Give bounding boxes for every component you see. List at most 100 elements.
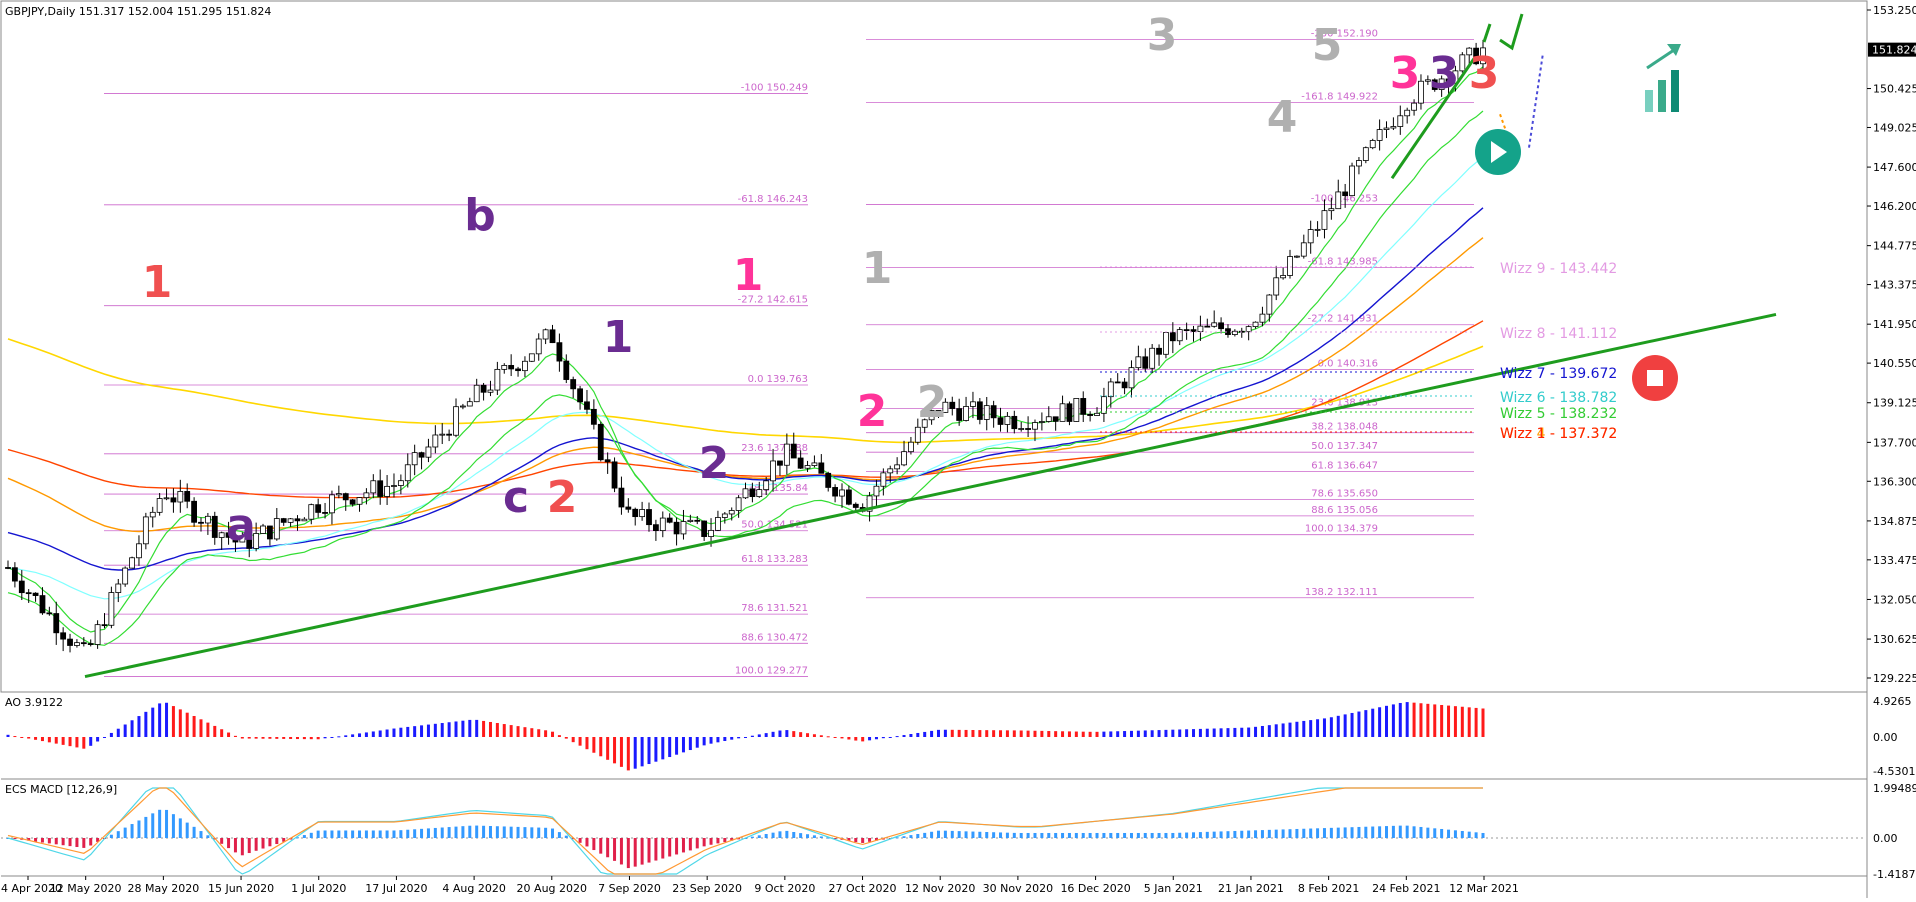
ao-bar xyxy=(1378,707,1382,737)
macd-bar xyxy=(992,832,996,838)
candle-body xyxy=(1073,398,1080,422)
ao-bar xyxy=(1192,729,1196,737)
ao-bar xyxy=(1453,706,1457,737)
macd-bar xyxy=(54,838,58,845)
ao-bar xyxy=(47,737,51,743)
fib-right-label: 23.6 138.913 xyxy=(1311,398,1378,409)
macd-bar xyxy=(1474,832,1478,838)
candle-body xyxy=(949,401,956,409)
macd-bar xyxy=(406,829,410,838)
macd-bar xyxy=(151,813,155,838)
ao-bar xyxy=(1212,728,1216,737)
ao-bar xyxy=(302,737,306,740)
macd-bar xyxy=(778,831,782,838)
candle-body xyxy=(218,532,225,538)
candle-body xyxy=(294,518,301,522)
candle-body xyxy=(425,446,432,458)
candle-body xyxy=(1025,428,1031,430)
ao-bar xyxy=(75,737,79,748)
macd-bar xyxy=(47,838,51,844)
candle-body xyxy=(1273,277,1280,296)
candle-body xyxy=(39,595,46,614)
macd-bar xyxy=(1212,831,1216,838)
candle-body xyxy=(1307,229,1314,244)
ao-bar xyxy=(233,735,237,737)
candle-body xyxy=(1176,329,1183,342)
time-tick-label: 28 May 2020 xyxy=(128,882,200,895)
candle-body xyxy=(894,464,901,470)
ao-bar xyxy=(999,730,1003,737)
candle-body xyxy=(1135,356,1142,369)
macd-bar xyxy=(1460,830,1464,838)
ao-bar xyxy=(178,709,182,737)
ao-bar xyxy=(943,729,947,737)
time-tick-label: 21 Jan 2021 xyxy=(1218,882,1284,895)
wizz-label: Wizz 8 - 141.112 xyxy=(1500,326,1617,342)
candle-body xyxy=(487,389,494,393)
ao-bar xyxy=(516,726,520,737)
macd-bar xyxy=(819,836,823,838)
ao-bar xyxy=(109,732,113,737)
macd-bar xyxy=(1185,832,1189,838)
candle-body xyxy=(535,338,542,355)
candle-body xyxy=(584,401,590,410)
macd-bar xyxy=(482,825,486,838)
ao-bar xyxy=(34,737,38,740)
ao-bar xyxy=(1385,705,1389,737)
ao-bar xyxy=(40,737,44,742)
candle-body xyxy=(983,405,990,420)
candle-body xyxy=(149,511,156,518)
candle-body xyxy=(914,426,921,443)
ao-bar xyxy=(640,737,644,767)
macd-bar xyxy=(764,833,768,838)
macd-bar xyxy=(227,838,231,849)
ao-bar xyxy=(1095,731,1099,737)
wizz-label: Wizz 4 - 137.372 xyxy=(1500,426,1617,442)
macd-bar xyxy=(399,830,403,838)
macd-tick-label: 0.00 xyxy=(1873,832,1898,845)
macd-bar xyxy=(475,825,479,838)
candle-body xyxy=(11,567,18,582)
ao-bar xyxy=(1295,721,1299,737)
candle-body xyxy=(749,488,756,498)
candle-body xyxy=(1466,47,1473,56)
price-tick-label: 136.300 xyxy=(1873,475,1916,488)
macd-bar xyxy=(847,838,851,841)
candle-body xyxy=(1383,127,1390,130)
macd-bar xyxy=(1219,831,1223,838)
macd-bar xyxy=(1240,830,1244,838)
macd-bar xyxy=(1419,826,1423,838)
wizz-label: Wizz 7 - 139.672 xyxy=(1500,366,1617,382)
macd-bar xyxy=(1005,832,1009,838)
macd-bar xyxy=(27,838,31,841)
candle-body xyxy=(1004,415,1011,425)
candle-body xyxy=(466,401,473,407)
macd-bar xyxy=(861,838,865,843)
ao-bar xyxy=(475,719,479,737)
ao-bar xyxy=(420,725,424,737)
macd-tick-label: -1.41874 xyxy=(1873,868,1916,881)
candle-body xyxy=(1438,78,1445,90)
macd-bar xyxy=(681,838,685,853)
macd-bar xyxy=(571,838,575,840)
candle-body xyxy=(460,405,466,408)
candle-body xyxy=(887,468,894,474)
macd-bar xyxy=(812,835,816,838)
ao-bar xyxy=(1467,707,1471,737)
macd-bar xyxy=(96,838,100,842)
ao-bar xyxy=(1081,731,1085,737)
ao-bar xyxy=(647,737,651,765)
macd-bar xyxy=(440,827,444,838)
candle-body xyxy=(1231,330,1238,335)
fib-levels: -100 150.249 -61.8 146.243 -27.2 142.615 0.… xyxy=(104,28,1474,677)
wave-label: b xyxy=(464,190,496,241)
candle-body xyxy=(1404,109,1411,117)
macd-bar xyxy=(1095,832,1099,838)
ao-bar xyxy=(261,737,265,739)
ao-bar xyxy=(1336,715,1340,737)
candle-body xyxy=(1362,147,1369,161)
wave-label: a xyxy=(226,500,256,551)
fib-right-label: 50.0 137.347 xyxy=(1311,441,1378,452)
ao-bar xyxy=(992,730,996,737)
